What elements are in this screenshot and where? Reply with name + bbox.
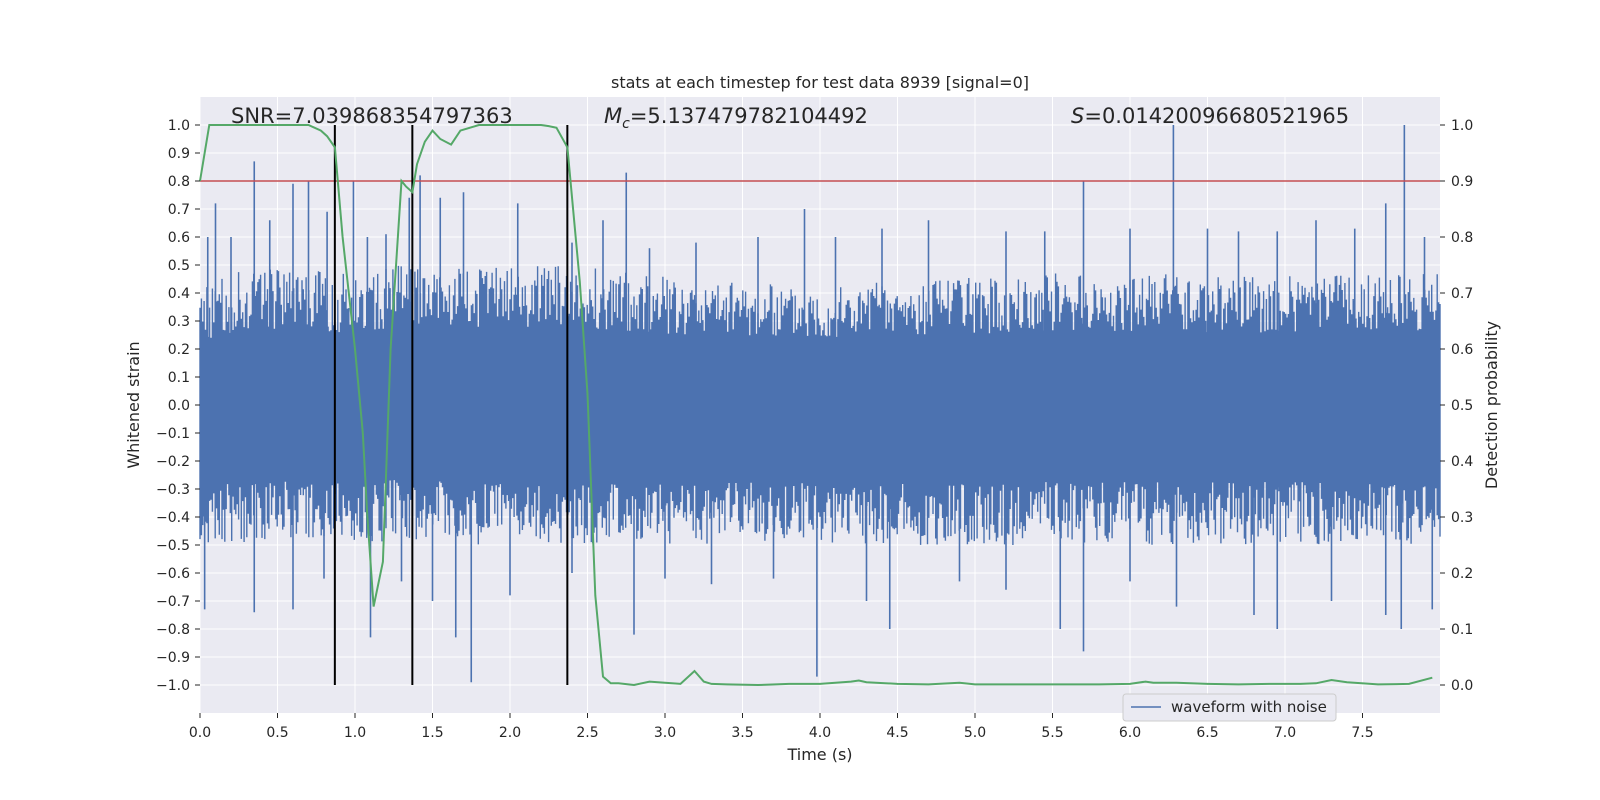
significance-value: =0.01420096680521965: [1084, 104, 1349, 128]
y-tick-label-20: 1.0: [168, 118, 190, 134]
chirp-mass-annotation: Mc=5.137479782104492: [604, 104, 868, 132]
chirp-mass-value: =5.137479782104492: [630, 104, 868, 128]
y-tick-label-14: 0.4: [168, 286, 190, 302]
y-tick-label-17: 0.7: [168, 202, 190, 218]
chart-title: stats at each timestep for test data 893…: [611, 73, 1029, 92]
significance-symbol: S: [1071, 104, 1084, 128]
y-tick-label-4: −0.6: [156, 566, 190, 582]
legend: waveform with noise: [1122, 693, 1337, 722]
y-axis-ticks: −1.0 −0.9 −0.8 −0.7 −0.6 −0.5 −0.4 −0.3 −0.2 −0.1…: [156, 118, 200, 694]
marker-lines: [333, 125, 569, 685]
y-tick-label-1: −0.9: [156, 650, 190, 666]
y-tick-label-15: 0.5: [168, 258, 190, 274]
x-tick-label-3: 1.5: [421, 725, 443, 741]
legend-label-waveform: waveform with noise: [1171, 698, 1327, 716]
y2-tick-label-3: 0.3: [1451, 510, 1473, 526]
x-axis-ticks: 0.0 0.5 1.0 1.5 2.0 2.5 3.0 3.5 4.0 4.5 5.0 5.5 6.0 6…: [189, 713, 1374, 741]
x-tick-label-7: 3.5: [731, 725, 753, 741]
y2-axis-ticks: 0.0 0.1 0.2 0.3 0.4 0.5 0.6 0.7 0.8 0.9 1.0: [1440, 118, 1473, 694]
x-axis-label: Time (s): [786, 745, 852, 764]
x-tick-label-6: 3.0: [654, 725, 676, 741]
x-tick-label-12: 6.0: [1119, 725, 1141, 741]
probability-line: [199, 124, 1433, 687]
x-tick-label-5: 2.5: [576, 725, 598, 741]
chirp-mass-subscript: c: [622, 116, 630, 132]
y-tick-label-9: −0.1: [156, 426, 190, 442]
y2-tick-label-8: 0.8: [1451, 230, 1473, 246]
y2-tick-label-1: 0.1: [1451, 622, 1473, 638]
y-tick-label-19: 0.9: [168, 146, 190, 162]
waveform-trace: [199, 265, 1441, 545]
probability-series: [199, 124, 1433, 687]
y-tick-label-18: 0.8: [168, 174, 190, 190]
x-tick-label-9: 4.5: [886, 725, 908, 741]
y2-tick-label-10: 1.0: [1451, 118, 1473, 134]
y-tick-label-10: 0.0: [168, 398, 190, 414]
y-tick-label-11: 0.1: [168, 370, 190, 386]
x-tick-label-2: 1.0: [344, 725, 366, 741]
legend-box: [1122, 693, 1337, 722]
significance-annotation: S=0.01420096680521965: [1071, 104, 1349, 128]
x-tick-label-8: 4.0: [809, 725, 831, 741]
y2-tick-label-7: 0.7: [1451, 286, 1473, 302]
y2-tick-label-5: 0.5: [1451, 398, 1473, 414]
y-tick-label-13: 0.3: [168, 314, 190, 330]
y-tick-label-8: −0.2: [156, 454, 190, 470]
y-axis-label: Whitened strain: [124, 341, 143, 468]
y-tick-label-3: −0.7: [156, 594, 190, 610]
x-tick-label-11: 5.5: [1041, 725, 1063, 741]
y-tick-label-5: −0.5: [156, 538, 190, 554]
y2-tick-label-0: 0.0: [1451, 678, 1473, 694]
y-tick-label-0: −1.0: [156, 678, 190, 694]
chirp-mass-symbol: M: [604, 104, 622, 128]
y2-tick-label-2: 0.2: [1451, 566, 1473, 582]
y-tick-label-12: 0.2: [168, 342, 190, 358]
x-tick-label-15: 7.5: [1351, 725, 1373, 741]
x-tick-label-13: 6.5: [1196, 725, 1218, 741]
y-tick-label-6: −0.4: [156, 510, 190, 526]
y2-tick-label-9: 0.9: [1451, 174, 1473, 190]
snr-annotation: SNR=7.039868354797363: [231, 104, 513, 128]
y2-tick-label-4: 0.4: [1451, 454, 1473, 470]
x-tick-label-1: 0.5: [266, 725, 288, 741]
waveform-series: [199, 125, 1441, 683]
y-tick-label-2: −0.8: [156, 622, 190, 638]
x-tick-label-10: 5.0: [964, 725, 986, 741]
y2-tick-label-6: 0.6: [1451, 342, 1473, 358]
y-tick-label-7: −0.3: [156, 482, 190, 498]
x-tick-label-4: 2.0: [499, 725, 521, 741]
x-tick-label-0: 0.0: [189, 725, 211, 741]
x-tick-label-14: 7.0: [1274, 725, 1296, 741]
y2-axis-label: Detection probability: [1482, 321, 1501, 489]
y-tick-label-16: 0.6: [168, 230, 190, 246]
